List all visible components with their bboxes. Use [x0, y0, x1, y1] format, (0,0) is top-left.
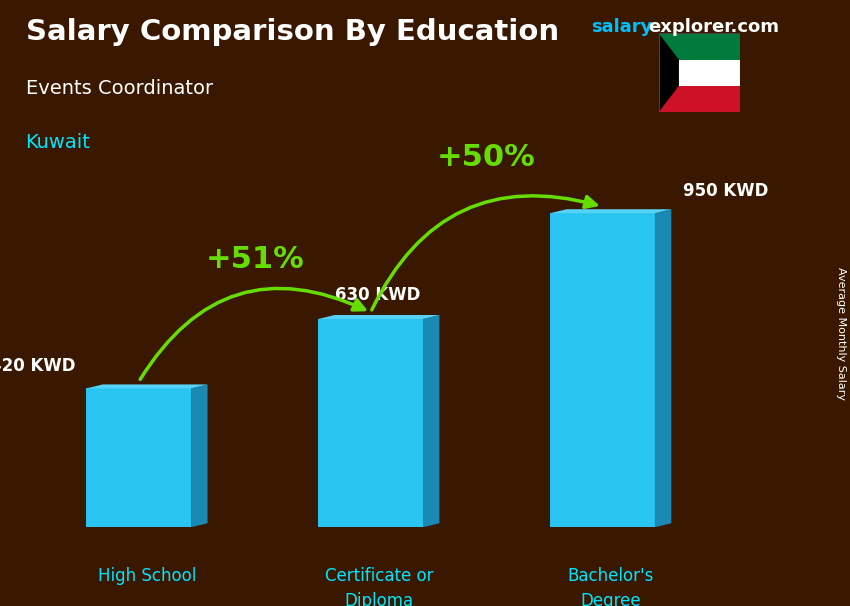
Text: explorer.com: explorer.com	[649, 18, 779, 36]
Text: salary: salary	[591, 18, 652, 36]
Polygon shape	[550, 213, 654, 527]
Text: High School: High School	[98, 567, 196, 585]
Polygon shape	[654, 209, 672, 527]
Polygon shape	[87, 384, 207, 388]
Bar	[659, 59, 740, 86]
Polygon shape	[191, 384, 207, 527]
Polygon shape	[318, 315, 439, 319]
Text: Bachelor's
Degree: Bachelor's Degree	[568, 567, 654, 606]
Polygon shape	[318, 319, 423, 527]
Text: Events Coordinator: Events Coordinator	[26, 79, 212, 98]
Bar	[659, 86, 740, 112]
Text: 420 KWD: 420 KWD	[0, 357, 75, 375]
Bar	[659, 33, 740, 59]
Text: 630 KWD: 630 KWD	[336, 286, 421, 304]
Text: 950 KWD: 950 KWD	[683, 182, 768, 200]
Polygon shape	[550, 209, 672, 213]
Polygon shape	[659, 33, 679, 112]
Text: +51%: +51%	[206, 245, 304, 273]
Text: Salary Comparison By Education: Salary Comparison By Education	[26, 18, 558, 46]
Text: Certificate or
Diploma: Certificate or Diploma	[325, 567, 434, 606]
Text: +50%: +50%	[437, 143, 536, 171]
Text: Average Monthly Salary: Average Monthly Salary	[836, 267, 846, 400]
Polygon shape	[87, 388, 191, 527]
Polygon shape	[423, 315, 439, 527]
Text: Kuwait: Kuwait	[26, 133, 90, 152]
